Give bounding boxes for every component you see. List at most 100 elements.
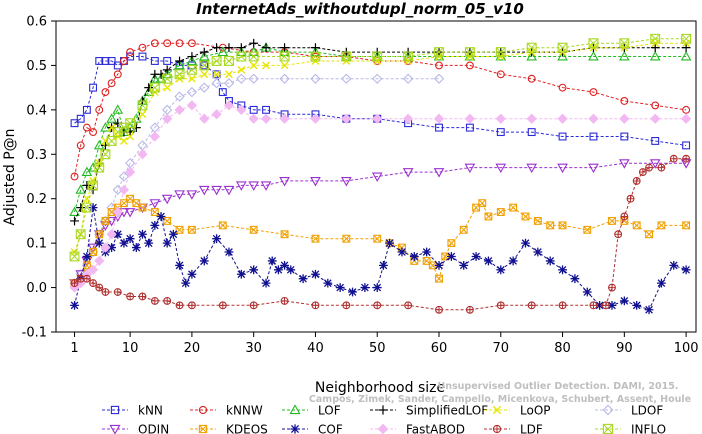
data-point <box>236 73 247 84</box>
data-point <box>248 73 259 84</box>
data-point <box>588 51 599 61</box>
data-point <box>496 70 505 79</box>
plot-area <box>55 20 697 333</box>
data-point <box>248 181 260 191</box>
data-point <box>280 230 289 239</box>
data-point <box>174 104 185 115</box>
data-point <box>602 301 610 309</box>
data-point <box>249 265 259 275</box>
data-point <box>199 60 210 71</box>
data-point <box>89 248 97 256</box>
data-point <box>174 69 185 80</box>
data-point <box>69 206 80 216</box>
y-tick-label: 0.0 <box>26 281 47 296</box>
data-point <box>589 88 598 97</box>
data-point <box>95 57 104 65</box>
data-point <box>670 155 678 163</box>
data-point <box>681 33 692 44</box>
y-tick-label: 0.4 <box>26 103 47 118</box>
data-point <box>139 293 146 300</box>
data-point <box>650 113 661 124</box>
data-point <box>650 34 660 44</box>
data-point <box>110 405 120 415</box>
series-lof <box>69 42 692 216</box>
data-point <box>149 73 161 83</box>
data-point <box>533 216 542 225</box>
data-point <box>620 97 629 105</box>
data-point <box>236 43 246 53</box>
data-point <box>137 149 148 160</box>
data-point <box>70 216 79 226</box>
data-point <box>138 203 147 212</box>
data-point <box>223 78 235 89</box>
data-point <box>289 404 301 415</box>
data-point <box>281 297 288 305</box>
data-point <box>527 74 536 83</box>
data-point <box>658 164 665 172</box>
data-point <box>360 283 370 292</box>
data-point <box>602 404 614 416</box>
data-point <box>608 217 616 225</box>
data-point <box>557 42 568 53</box>
data-point <box>82 261 91 270</box>
data-point <box>595 300 605 310</box>
data-point <box>120 137 128 145</box>
legend-label: kNNW <box>226 404 263 418</box>
data-point <box>125 118 136 129</box>
data-point <box>235 181 247 191</box>
data-point <box>82 202 92 213</box>
data-point <box>493 425 501 433</box>
data-point <box>273 265 283 275</box>
data-point <box>237 65 246 74</box>
legend-item-ldof: LDOF <box>595 404 663 418</box>
data-point <box>497 301 505 309</box>
data-point <box>372 51 382 62</box>
data-point <box>198 405 208 415</box>
data-point <box>422 256 431 265</box>
legend-label: ODIN <box>138 423 169 434</box>
data-point <box>557 51 568 61</box>
data-point <box>151 208 159 216</box>
data-point <box>385 238 394 248</box>
data-point <box>546 221 555 230</box>
data-point <box>342 234 351 243</box>
data-point <box>188 74 196 83</box>
data-point <box>236 269 246 279</box>
data-point <box>533 247 543 257</box>
data-point <box>632 221 641 230</box>
data-point <box>126 132 135 141</box>
data-point <box>558 265 567 275</box>
data-point <box>138 52 147 61</box>
legend-item-lof: LOF <box>282 404 341 418</box>
data-point <box>435 274 443 283</box>
data-point <box>163 83 172 92</box>
data-point <box>211 185 222 196</box>
data-point <box>279 176 290 187</box>
data-point <box>682 221 690 230</box>
data-point <box>94 162 104 173</box>
legend-item-loop: LoOP <box>484 404 551 418</box>
data-point <box>627 195 634 203</box>
series-layer <box>69 33 692 315</box>
data-point <box>620 213 628 220</box>
data-point <box>94 238 104 248</box>
data-point <box>495 113 506 124</box>
data-point <box>217 46 229 57</box>
legend-label: INFLO <box>631 423 666 434</box>
series-ldf <box>70 154 691 314</box>
data-point <box>81 202 92 213</box>
data-point <box>279 73 290 84</box>
data-point <box>465 47 475 57</box>
data-point <box>187 39 196 48</box>
data-point <box>681 43 691 53</box>
data-point <box>459 260 469 270</box>
data-point <box>465 61 474 70</box>
data-point <box>186 100 198 111</box>
data-point <box>199 256 209 266</box>
data-point <box>509 203 517 212</box>
data-point <box>310 176 321 187</box>
data-point <box>219 301 227 309</box>
data-point <box>89 248 98 256</box>
data-point <box>75 229 86 240</box>
data-point <box>224 247 234 257</box>
